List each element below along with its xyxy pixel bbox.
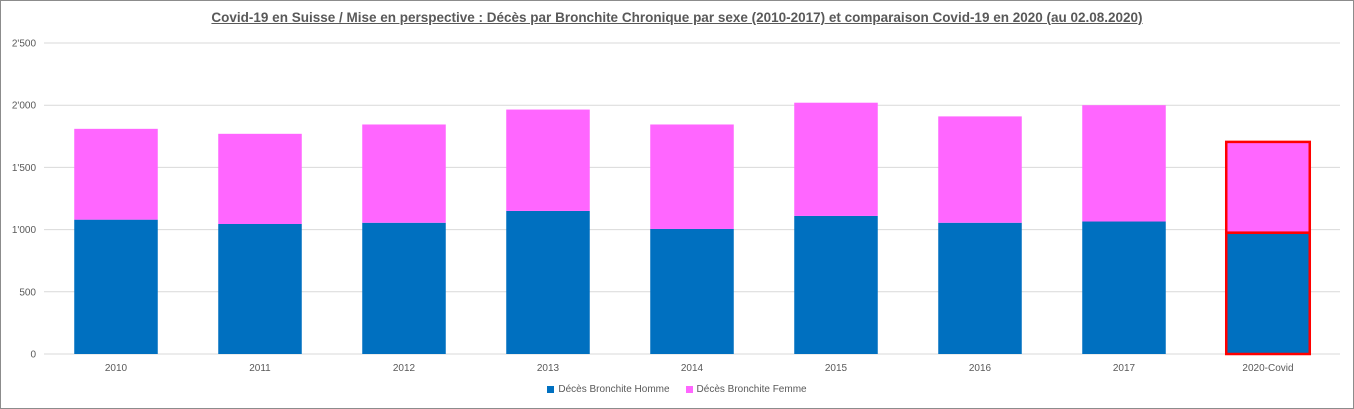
highlight-outline [1224,140,1312,234]
bar-femme [650,124,734,229]
y-tick-label: 1'000 [12,225,37,236]
bar-homme [506,210,590,354]
bar-femme [506,109,590,211]
bar-femme [938,116,1022,223]
x-tick-label: 2014 [681,363,704,374]
y-tick-label: 0 [30,350,36,361]
bar-homme [362,222,446,354]
bar-homme [218,224,302,354]
legend-item-femme: Décès Bronchite Femme [685,384,807,395]
chart-title: Covid-19 en Suisse / Mise en perspective… [211,10,1143,25]
chart-legend: Décès Bronchite Homme Décès Bronchite Fe… [0,384,1354,395]
y-tick-label: 500 [19,287,36,298]
x-tick-label: 2020-Covid [1242,363,1293,374]
x-tick-label: 2017 [1113,363,1136,374]
x-tick-label: 2012 [393,363,416,374]
y-tick-label: 2'500 [12,39,37,50]
bar-homme [1082,221,1166,354]
bar-femme [794,102,878,216]
bar-homme [650,228,734,354]
bar-femme [1226,141,1310,233]
bar-homme [1226,232,1310,354]
y-tick-label: 2'000 [12,101,37,112]
legend-label-homme: Décès Bronchite Homme [558,384,670,395]
x-tick-label: 2011 [249,363,271,374]
bar-homme [794,215,878,354]
legend-swatch-femme [685,386,693,393]
bar-femme [362,124,446,223]
x-tick-label: 2015 [825,363,848,374]
x-tick-label: 2016 [969,363,992,374]
y-tick-label: 1'500 [12,163,37,174]
bar-femme [1082,105,1166,222]
x-tick-label: 2013 [537,363,560,374]
legend-item-homme: Décès Bronchite Homme [547,384,670,395]
x-tick-label: 2010 [105,363,128,374]
legend-swatch-homme [547,386,555,393]
bar-femme [218,133,302,225]
bar-homme [74,219,158,354]
bar-femme [74,128,158,220]
legend-label-femme: Décès Bronchite Femme [696,384,807,395]
bar-homme [938,222,1022,354]
